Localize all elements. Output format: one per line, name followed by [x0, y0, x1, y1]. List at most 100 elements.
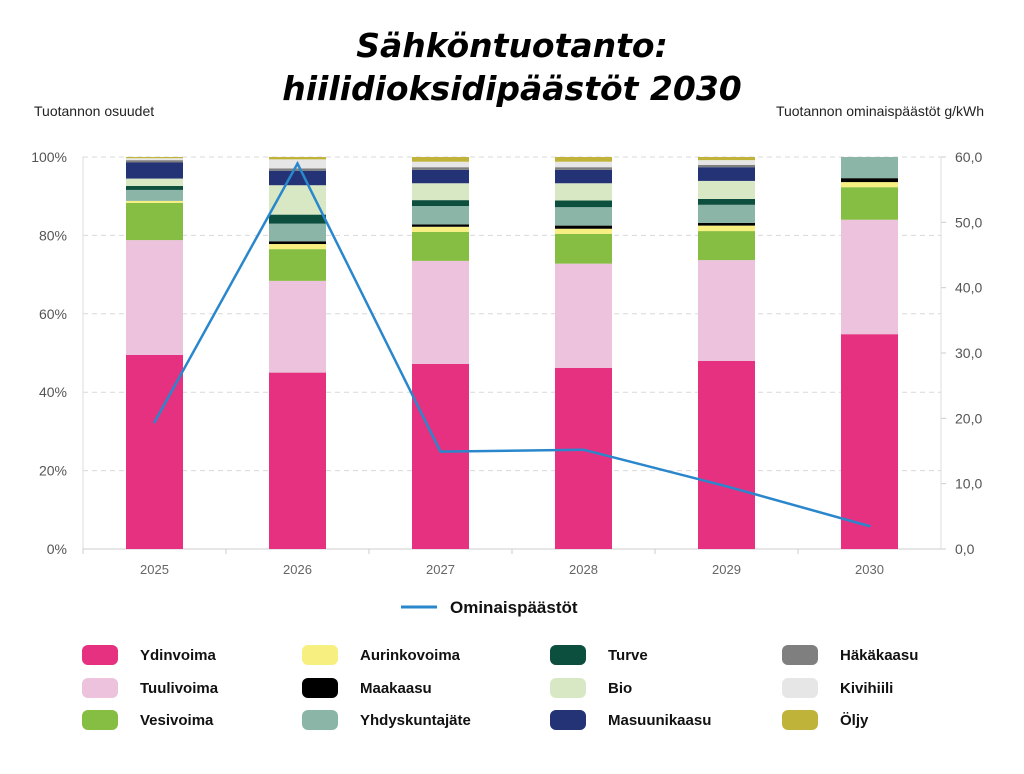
bar-segment-öljy: [555, 157, 612, 162]
legend-item: Häkäkaasu: [782, 645, 918, 665]
legend-label: Öljy: [840, 711, 869, 729]
chart-title-line-2: hiilidioksidipäästöt 2030: [282, 69, 742, 108]
right-tick-label: 0,0: [955, 541, 975, 557]
bar-segment-tuulivoima: [555, 263, 612, 368]
bar-segment-turve: [269, 214, 326, 224]
bar-segment-vesivoima: [412, 231, 469, 261]
x-tick-label: 2026: [283, 562, 312, 577]
legend-swatch: [82, 710, 118, 730]
bar-segment-bio: [412, 183, 469, 201]
bar-segment-turve: [698, 198, 755, 205]
bar-segment-aurinkovoima: [841, 182, 898, 188]
bar-segment-vesivoima: [841, 187, 898, 220]
bar-segment-öljy: [412, 157, 469, 162]
left-tick-label: 40%: [39, 384, 67, 400]
emission-point: [296, 162, 299, 165]
bar-segment-aurinkovoima: [269, 244, 326, 250]
bar-segment-häkäkaasu: [126, 160, 183, 163]
legend-item: Masuunikaasu: [550, 710, 711, 730]
right-tick-label: 60,0: [955, 149, 982, 165]
bar-segment-vesivoima: [555, 233, 612, 264]
bar-segment-öljy: [126, 157, 183, 159]
bar-segment-masuunikaasu: [269, 170, 326, 186]
bar-segment-yhdyskuntajäte: [555, 207, 612, 226]
bar-segment-tuulivoima: [698, 260, 755, 361]
legend-label: Bio: [608, 679, 633, 697]
bar-segment-maakaasu: [412, 224, 469, 227]
legend-item: Bio: [550, 678, 632, 698]
right-axis-title: Tuotannon ominaispäästöt g/kWh: [775, 103, 984, 119]
legend-label: Ydinvoima: [140, 646, 216, 664]
bar-segment-yhdyskuntajäte: [269, 223, 326, 242]
bar-segment-bio: [698, 180, 755, 199]
legend-swatch: [82, 645, 118, 665]
bar-segment-bio: [555, 183, 612, 201]
bar-segment-tuulivoima: [412, 260, 469, 364]
chart-title-line-1: Sähköntuotanto:: [356, 26, 668, 65]
legend-swatch: [302, 678, 338, 698]
bar-segment-masuunikaasu: [555, 169, 612, 184]
x-tick-label: 2028: [569, 562, 598, 577]
legend-item: Öljy: [782, 710, 868, 730]
right-tick-label: 50,0: [955, 214, 982, 230]
left-tick-label: 60%: [39, 306, 67, 322]
emission-point: [725, 485, 728, 488]
bar-segment-vesivoima: [126, 202, 183, 241]
legend-swatch: [782, 645, 818, 665]
bar-segment-vesivoima: [698, 231, 755, 261]
bar-segment-aurinkovoima: [126, 200, 183, 203]
bar-segment-häkäkaasu: [698, 164, 755, 168]
legend-item: Aurinkovoima: [302, 645, 460, 665]
emission-point: [868, 524, 871, 528]
bar-segment-aurinkovoima: [698, 225, 755, 232]
bar-segment-masuunikaasu: [126, 162, 183, 179]
bar-segment-kivihiili: [126, 158, 183, 161]
right-tick-label: 20,0: [955, 410, 982, 426]
bar-segment-yhdyskuntajäte: [126, 189, 183, 201]
legend-label: Tuulivoima: [140, 679, 219, 697]
bar-segment-turve: [555, 200, 612, 208]
bar-segment-häkäkaasu: [412, 167, 469, 170]
left-tick-label: 20%: [39, 463, 67, 479]
bar-segment-yhdyskuntajäte: [698, 204, 755, 223]
left-axis-title: Tuotannon osuudet: [34, 103, 155, 119]
bar-segment-ydinvoima: [269, 372, 326, 549]
right-tick-label: 30,0: [955, 345, 982, 361]
legend-item: Ydinvoima: [82, 645, 216, 665]
bar-segment-yhdyskuntajäte: [412, 206, 469, 225]
bar-segment-aurinkovoima: [412, 226, 469, 232]
x-tick-label: 2030: [855, 562, 884, 577]
legend-line-label: Ominaispäästöt: [450, 598, 578, 617]
bar-segment-kivihiili: [698, 160, 755, 165]
bar-segment-ydinvoima: [698, 360, 755, 549]
bar-segment-aurinkovoima: [555, 228, 612, 234]
bar-segment-yhdyskuntajäte: [841, 157, 898, 179]
bar-segment-ydinvoima: [555, 367, 612, 549]
legend-label: Yhdyskuntajäte: [360, 711, 471, 729]
bar-segment-turve: [126, 186, 183, 190]
legend-item: Tuulivoima: [82, 678, 218, 698]
legend-item: Kivihiili: [782, 678, 893, 698]
emission-point: [582, 448, 585, 451]
left-tick-label: 100%: [31, 149, 67, 165]
bar-segment-öljy: [698, 157, 755, 161]
bar-segment-ydinvoima: [841, 334, 898, 549]
legend-item: Maakaasu: [302, 678, 432, 698]
bar-segment-maakaasu: [841, 178, 898, 183]
bar-segment-kivihiili: [555, 161, 612, 168]
legend-swatch: [782, 710, 818, 730]
bar-segment-bio: [126, 178, 183, 187]
legend-swatch: [302, 645, 338, 665]
bar-segment-tuulivoima: [841, 219, 898, 335]
legend-swatch: [82, 678, 118, 698]
legend-label: Turve: [608, 646, 648, 664]
legend-label: Kivihiili: [840, 679, 894, 697]
bar-segment-masuunikaasu: [698, 167, 755, 181]
bar-segment-turve: [412, 200, 469, 206]
bar-segment-häkäkaasu: [555, 167, 612, 170]
x-tick-label: 2027: [426, 562, 455, 577]
bar-segment-ydinvoima: [412, 363, 469, 549]
x-tick-label: 2029: [712, 562, 741, 577]
legend-label: Aurinkovoima: [360, 646, 461, 664]
legend-swatch: [550, 645, 586, 665]
